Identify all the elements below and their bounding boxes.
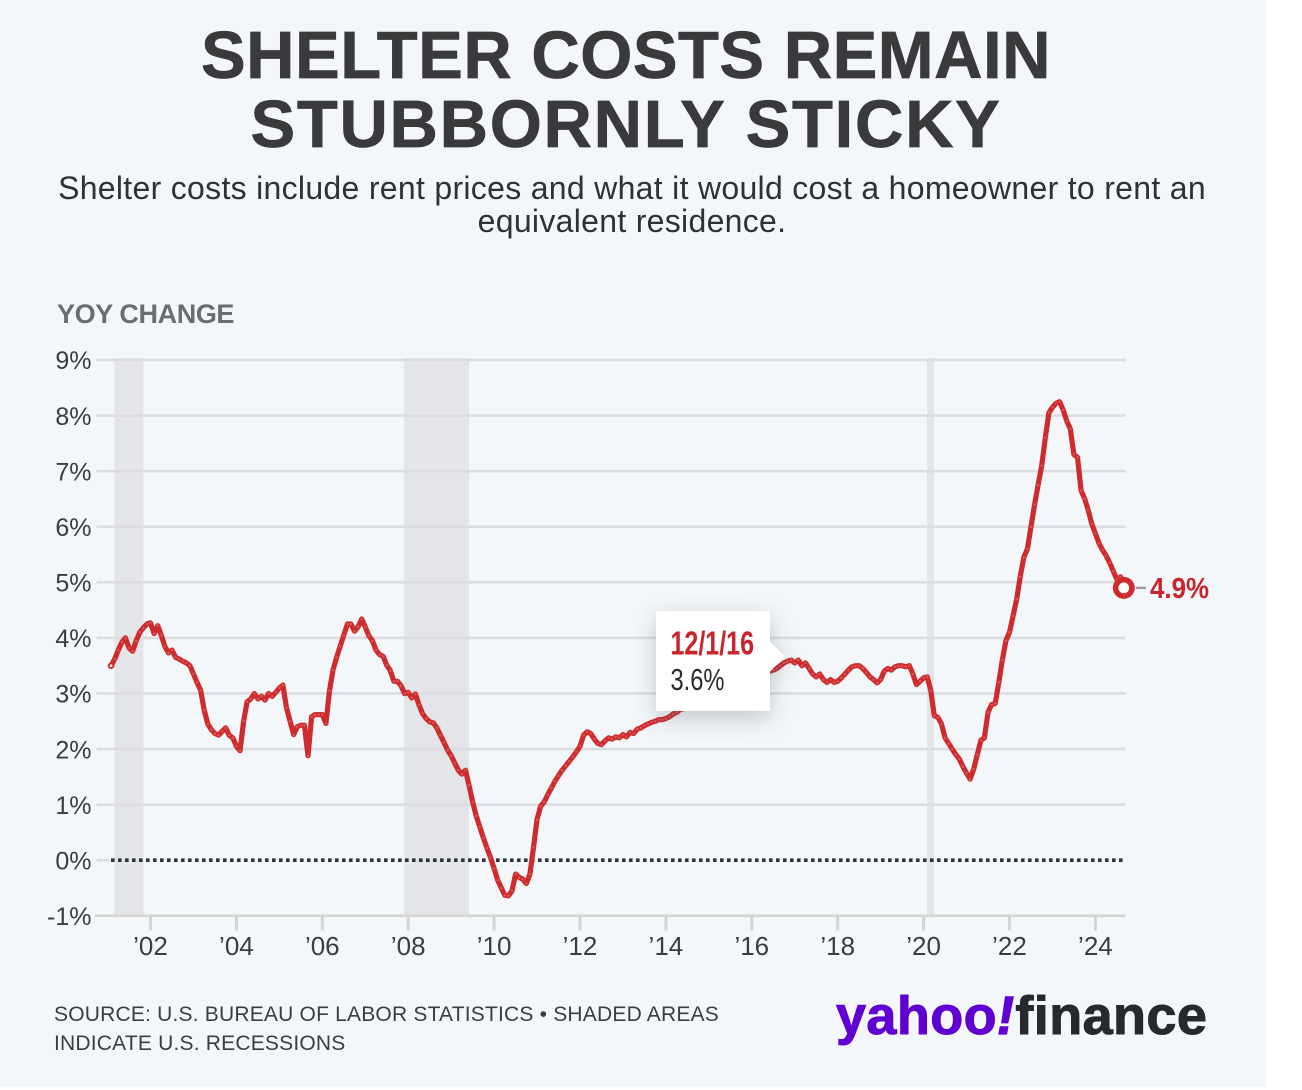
svg-text:’12: ’12	[563, 931, 598, 961]
svg-text:4%: 4%	[55, 625, 91, 653]
svg-text:’14: ’14	[649, 931, 684, 961]
svg-text:’24: ’24	[1078, 931, 1113, 961]
svg-text:8%: 8%	[55, 403, 91, 431]
svg-text:5%: 5%	[55, 570, 91, 598]
svg-text:’08: ’08	[391, 931, 426, 961]
svg-text:3%: 3%	[55, 681, 91, 709]
svg-text:4.9%: 4.9%	[1150, 573, 1209, 605]
svg-text:’22: ’22	[992, 931, 1027, 961]
svg-text:’04: ’04	[219, 931, 254, 961]
svg-text:’20: ’20	[906, 931, 941, 961]
svg-text:’06: ’06	[305, 931, 340, 961]
svg-text:’16: ’16	[734, 931, 769, 961]
svg-text:9%: 9%	[55, 347, 91, 375]
svg-text:’02: ’02	[133, 931, 168, 961]
svg-text:’10: ’10	[477, 931, 512, 961]
svg-text:12/1/16: 12/1/16	[671, 625, 755, 662]
svg-text:1%: 1%	[55, 792, 91, 820]
svg-text:’18: ’18	[820, 931, 855, 961]
svg-text:2%: 2%	[55, 736, 91, 764]
svg-text:-1%: -1%	[47, 903, 91, 931]
svg-text:0%: 0%	[55, 847, 91, 875]
svg-text:3.6%: 3.6%	[671, 662, 725, 697]
svg-text:7%: 7%	[55, 458, 91, 486]
svg-text:6%: 6%	[55, 514, 91, 542]
